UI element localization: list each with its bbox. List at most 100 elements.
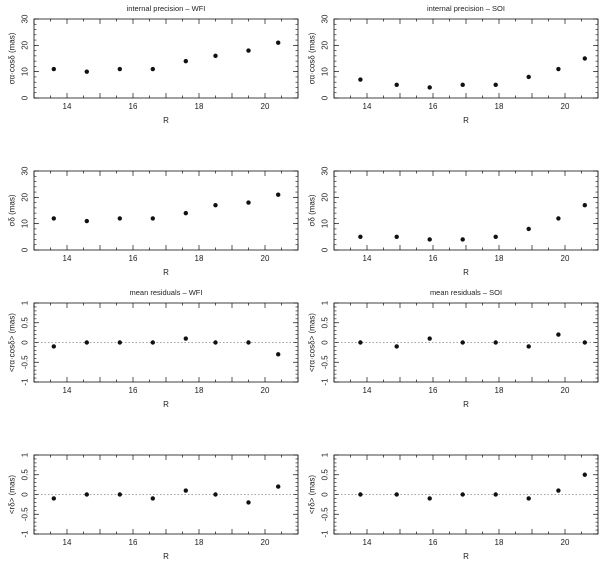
y-tick-label: 0 xyxy=(21,247,30,252)
data-point xyxy=(556,66,561,72)
data-point xyxy=(427,85,432,90)
data-point xyxy=(183,210,188,216)
data-point xyxy=(117,216,123,221)
y-tick-label: 1 xyxy=(21,452,30,457)
x-axis-label: R xyxy=(163,400,169,409)
x-tick-label: 14 xyxy=(363,254,372,263)
data-point xyxy=(526,226,531,232)
x-tick-label: 18 xyxy=(495,538,504,547)
data-point xyxy=(493,82,498,88)
chart-panel-1: 14 16 18 20 0 10 20 30 Rσα·cosδ (mas) internal pr… xyxy=(8,4,299,125)
x-tick-label: 18 xyxy=(195,386,204,395)
y-tick-label: 1 xyxy=(321,300,330,305)
y-axis-label: <rδ> (mas) xyxy=(8,475,17,514)
x-tick-label: 20 xyxy=(261,102,270,111)
x-axis-label: R xyxy=(463,268,469,277)
x-tick-label: 18 xyxy=(195,102,204,111)
y-tick-label: 20 xyxy=(321,192,330,201)
panel-title: mean residuals – SOI xyxy=(430,288,502,297)
data-point xyxy=(358,77,363,82)
y-tick-label: 0.5 xyxy=(321,469,330,481)
y-tick-label: 1 xyxy=(321,452,330,457)
y-axis-label: σδ (mas) xyxy=(8,194,17,226)
y-tick-label: 20 xyxy=(21,192,30,201)
x-tick-label: 18 xyxy=(495,254,504,263)
data-point xyxy=(556,216,561,221)
x-axis-label: R xyxy=(163,552,169,561)
chart-panel-6: 14 16 18 20 -1 -0.5 0 0.5 1 R <rα·cosδ> (mas) mean … xyxy=(308,288,599,409)
data-point xyxy=(460,237,465,242)
x-axis-label: R xyxy=(463,116,469,125)
data-point xyxy=(582,340,587,345)
data-point xyxy=(582,203,587,208)
data-point xyxy=(556,332,561,337)
y-tick-label: -1 xyxy=(321,530,330,538)
data-point xyxy=(150,216,155,221)
data-point xyxy=(427,336,432,341)
data-point xyxy=(276,484,281,489)
x-tick-label: 18 xyxy=(195,254,204,263)
data-point xyxy=(394,82,399,88)
plot-frame xyxy=(33,18,299,99)
data-point xyxy=(51,216,56,221)
x-tick-label: 16 xyxy=(429,386,438,395)
data-point xyxy=(394,234,399,240)
y-tick-label: -1 xyxy=(321,378,330,386)
y-tick-label: 0 xyxy=(21,492,30,497)
x-tick-label: 18 xyxy=(495,386,504,395)
x-tick-label: 18 xyxy=(495,102,504,111)
x-tick-label: 14 xyxy=(63,102,72,111)
x-tick-label: 16 xyxy=(429,538,438,547)
data-point xyxy=(213,340,218,345)
data-point xyxy=(358,234,363,240)
data-point xyxy=(276,352,281,357)
y-tick-label: 10 xyxy=(321,219,330,228)
y-tick-label: 0 xyxy=(321,340,330,345)
y-tick-label: -1 xyxy=(21,530,30,538)
y-tick-label: -0.5 xyxy=(21,355,30,369)
y-axis-label: σδ (mas) xyxy=(308,194,317,226)
y-tick-label: 0.5 xyxy=(321,317,330,329)
x-tick-label: 14 xyxy=(363,102,372,111)
data-point xyxy=(51,344,56,349)
y-tick-label: 0 xyxy=(21,95,30,100)
data-point xyxy=(51,496,56,501)
plot-frame xyxy=(333,170,599,251)
x-tick-label: 20 xyxy=(261,386,270,395)
panel-title: internal precision – WFI xyxy=(127,4,206,13)
y-tick-label: 10 xyxy=(21,67,30,76)
y-tick-label: 0 xyxy=(321,95,330,100)
x-axis-label: R xyxy=(163,116,169,125)
data-point xyxy=(84,340,90,345)
y-tick-label: 10 xyxy=(21,219,30,228)
y-tick-label: 0 xyxy=(321,247,330,252)
y-tick-label: 0 xyxy=(321,492,330,497)
data-point xyxy=(582,56,587,61)
x-tick-label: 14 xyxy=(363,538,372,547)
y-tick-label: -0.5 xyxy=(321,507,330,521)
data-point xyxy=(427,237,432,242)
data-point xyxy=(246,500,251,505)
data-point xyxy=(84,69,90,74)
data-point xyxy=(427,496,432,501)
y-tick-label: 10 xyxy=(321,67,330,76)
y-tick-label: 0.5 xyxy=(21,469,30,481)
x-tick-label: 16 xyxy=(129,102,138,111)
data-point xyxy=(276,40,281,45)
chart-panel-4: 14 16 18 20 0 10 20 30 Rσδ (mas) xyxy=(308,166,599,277)
data-point xyxy=(493,340,498,345)
chart-panel-2: 14 16 18 20 0 10 20 30 Rσα·cosδ (mas) internal pr… xyxy=(308,4,599,125)
data-point xyxy=(213,492,218,497)
data-point xyxy=(493,234,498,240)
chart-panel-3: 14 16 18 20 0 10 20 30 Rσδ (mas) xyxy=(8,166,299,277)
y-tick-label: -0.5 xyxy=(321,355,330,369)
x-axis-label: R xyxy=(463,552,469,561)
y-axis-label: <rδ> (mas) xyxy=(308,475,317,514)
x-tick-label: 16 xyxy=(429,254,438,263)
x-tick-label: 16 xyxy=(129,386,138,395)
y-axis-label: σα·cosδ (mas) xyxy=(308,32,317,84)
y-axis-label: <rα·cosδ> (mas) xyxy=(308,313,317,372)
plot-frame xyxy=(33,170,299,251)
data-point xyxy=(117,492,123,497)
y-axis-label: <rα·cosδ> (mas) xyxy=(8,313,17,372)
